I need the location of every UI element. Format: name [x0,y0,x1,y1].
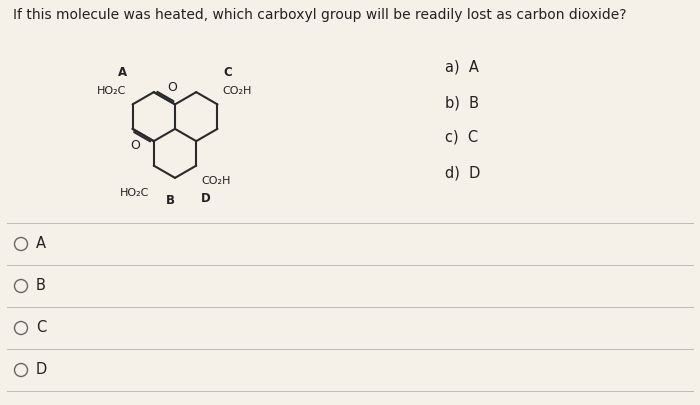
Text: C: C [36,320,46,335]
Text: A: A [118,66,127,79]
Text: D: D [36,362,48,377]
Text: c)  C: c) C [445,130,478,145]
Text: O: O [167,81,177,94]
Text: D: D [201,192,211,205]
Text: C: C [223,66,232,79]
Text: d)  D: d) D [445,165,480,180]
Text: CO₂H: CO₂H [201,176,230,185]
Text: If this molecule was heated, which carboxyl group will be readily lost as carbon: If this molecule was heated, which carbo… [13,8,626,22]
Text: b)  B: b) B [445,95,479,110]
Text: O: O [130,139,140,152]
Text: HO₂C: HO₂C [97,86,127,96]
Text: HO₂C: HO₂C [120,188,149,198]
Text: B: B [166,194,175,207]
Text: B: B [36,279,46,294]
Text: CO₂H: CO₂H [223,86,252,96]
Text: A: A [36,237,46,252]
Text: a)  A: a) A [445,60,479,75]
